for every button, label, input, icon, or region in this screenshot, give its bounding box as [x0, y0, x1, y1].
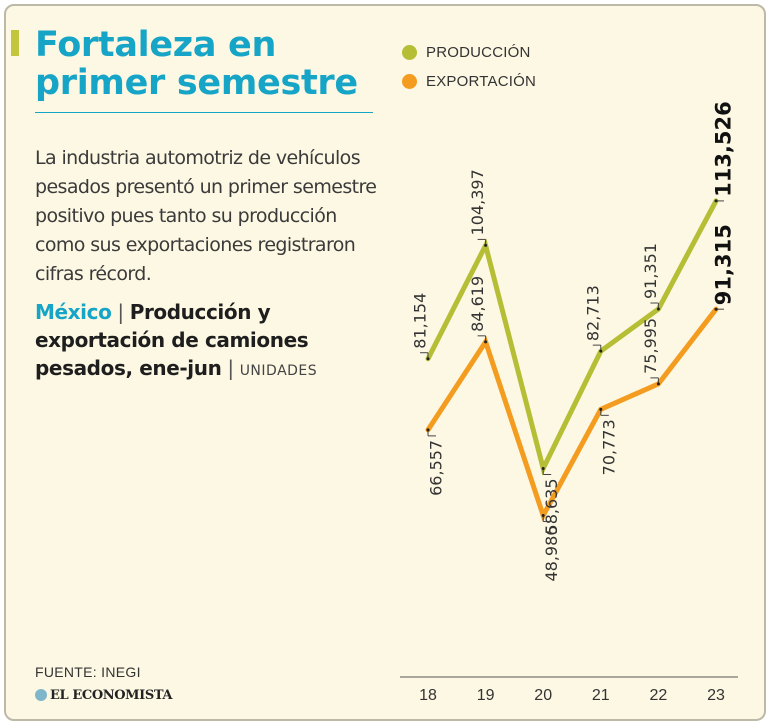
data-point [656, 307, 660, 311]
data-point [714, 199, 718, 203]
subtitle-country: México [35, 300, 112, 324]
data-point [484, 243, 488, 247]
infographic-frame: Fortaleza en primer semestre La industri… [4, 4, 766, 721]
subtitle-separator: | [117, 300, 124, 324]
data-label: 82,713 [583, 285, 602, 341]
data-label: 48,986 [542, 526, 561, 582]
chart-subtitle: México | Producción y exportación de cam… [35, 298, 385, 385]
data-point [656, 382, 660, 386]
data-point [426, 428, 430, 432]
logo-globe-icon [35, 689, 47, 701]
data-label: 70,773 [599, 419, 618, 475]
x-tick-label: 19 [477, 687, 495, 704]
data-label: 75,995 [641, 318, 660, 374]
data-label: 84,619 [468, 276, 487, 332]
data-point [541, 467, 545, 471]
data-label: 58,635 [542, 479, 561, 535]
x-tick-label: 18 [419, 687, 437, 704]
data-point [426, 357, 430, 361]
data-point [599, 407, 603, 411]
x-tick-label: 21 [592, 687, 610, 704]
subtitle-text: Producción y exportación de camiones pes… [35, 300, 309, 380]
legend-label-production: PRODUCCIÓN [426, 44, 531, 61]
x-tick-label: 22 [650, 687, 668, 704]
data-label: 81,154 [411, 293, 430, 349]
data-point [484, 340, 488, 344]
data-label: 104,397 [468, 169, 487, 235]
legend-item-exports: EXPORTACIÓN [402, 67, 536, 96]
legend-swatch-production [402, 45, 417, 60]
x-tick-label: 23 [707, 687, 725, 704]
line-chart: 18 19 20 21 22 23 81,154 104,397 58,635 82,713 91,… [400, 101, 738, 704]
brand-logo: EL ECONOMISTA [35, 685, 172, 705]
subtitle-units: UNIDADES [239, 363, 318, 379]
data-label: 113,526 [711, 101, 735, 197]
brand-name: EL ECONOMISTA [50, 687, 173, 703]
chart-legend: PRODUCCIÓN EXPORTACIÓN [402, 38, 536, 96]
data-label: 91,315 [711, 224, 735, 305]
data-point [541, 514, 545, 518]
page-title: Fortaleza en primer semestre [35, 25, 358, 103]
source-note: FUENTE: INEGI [35, 664, 141, 680]
title-accent-bar [11, 30, 19, 56]
data-label: 91,351 [641, 243, 660, 299]
description: La industria automotriz de vehículos pes… [35, 147, 377, 285]
data-label: 66,557 [427, 440, 446, 496]
legend-label-exports: EXPORTACIÓN [426, 73, 536, 90]
series-line-production [425, 198, 719, 476]
data-point [599, 349, 603, 353]
legend-swatch-exports [402, 74, 417, 89]
series-line-exports [425, 306, 719, 522]
title-divider [35, 112, 373, 113]
data-point [714, 307, 718, 311]
legend-item-production: PRODUCCIÓN [402, 38, 536, 67]
subtitle-separator-2: | [227, 356, 234, 380]
x-tick-label: 20 [534, 687, 552, 704]
